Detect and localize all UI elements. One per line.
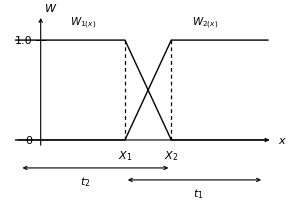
Text: $t_2$: $t_2$ [80,174,90,188]
Text: 0: 0 [25,135,32,145]
Text: 1.0: 1.0 [15,36,32,46]
Text: $X_2$: $X_2$ [164,148,178,162]
Text: $W_{1(x)}$: $W_{1(x)}$ [70,16,96,31]
Text: W: W [45,4,56,14]
Text: x: x [279,135,285,145]
Text: $t_1$: $t_1$ [193,186,204,200]
Text: $X_1$: $X_1$ [118,148,132,162]
Text: $W_{2(x)}$: $W_{2(x)}$ [192,16,218,31]
